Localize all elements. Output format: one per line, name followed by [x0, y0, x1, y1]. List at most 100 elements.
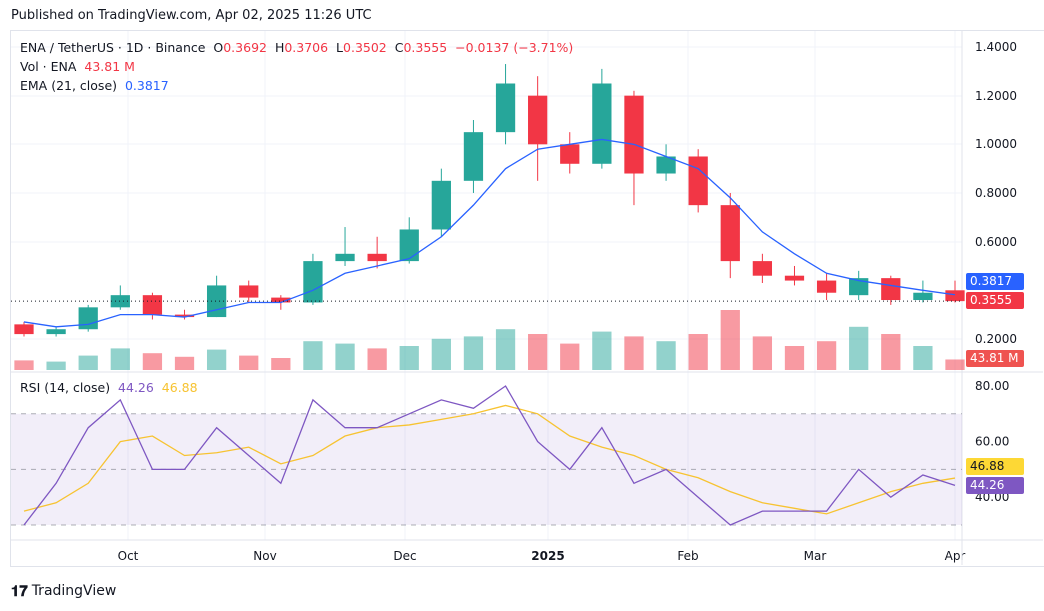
- candle-body: [239, 285, 259, 298]
- time-tick: Mar: [804, 549, 827, 563]
- candle-body: [656, 156, 676, 174]
- high-value: 0.3706: [284, 40, 329, 55]
- candle-body: [495, 83, 516, 133]
- volume-bar: [656, 341, 676, 370]
- volume-bar: [560, 343, 580, 370]
- volume-bar: [495, 329, 516, 370]
- volume-bar: [431, 338, 451, 370]
- time-tick: 2025: [531, 549, 564, 563]
- candle-body: [142, 295, 163, 315]
- tradingview-logo[interactable]: 𝟏𝟕 TradingView: [11, 582, 116, 600]
- time-tick: Apr: [945, 549, 966, 563]
- volume-bar: [528, 334, 548, 370]
- candle-body: [945, 290, 965, 302]
- candle-body: [431, 180, 451, 230]
- rsi-tick: 80.00: [975, 379, 1009, 393]
- candle-body: [174, 314, 195, 318]
- candle-body: [78, 307, 98, 330]
- open-value: 0.3692: [223, 40, 267, 55]
- volume-bar: [174, 356, 195, 370]
- time-tick: Oct: [118, 549, 139, 563]
- volume-badge: 43.81 M: [966, 350, 1024, 367]
- candle-body: [367, 253, 387, 262]
- volume-bar: [14, 360, 34, 370]
- volume-bar: [784, 346, 805, 370]
- open-label: O: [213, 40, 224, 55]
- candle-body: [816, 280, 837, 293]
- close-label: C: [394, 40, 404, 55]
- rsi-line: [23, 385, 956, 526]
- volume-label[interactable]: Vol · ENA: [20, 59, 77, 74]
- ema-value: 0.3817: [124, 78, 169, 93]
- candle-body: [560, 144, 580, 164]
- symbol-legend: ENA / TetherUS · 1D · Binance O0.3692 H0…: [20, 40, 573, 55]
- rsi-ma-value: 46.88: [161, 380, 198, 395]
- candle-body: [592, 83, 612, 164]
- low-label: L: [336, 40, 344, 55]
- low-value: 0.3502: [343, 40, 387, 55]
- brand-name: TradingView: [31, 583, 117, 599]
- ema-legend: EMA (21, close) 0.3817: [20, 78, 169, 93]
- volume-bar: [46, 361, 66, 370]
- volume-bar: [592, 331, 612, 370]
- candle-body: [399, 229, 419, 262]
- volume-bar: [239, 355, 259, 370]
- candle-body: [881, 278, 901, 301]
- volume-bar: [303, 341, 323, 370]
- chart-frame[interactable]: [10, 30, 1044, 567]
- volume-bar: [624, 336, 644, 370]
- candle-body: [335, 253, 355, 262]
- candle-body: [14, 324, 34, 335]
- close-value: 0.3555: [403, 40, 448, 55]
- volume-bar: [399, 346, 419, 370]
- rsi-legend: RSI (14, close) 44.26 46.88: [20, 380, 198, 395]
- rsi-ma-line: [23, 404, 956, 515]
- candle-body: [624, 95, 644, 174]
- tradingview-logo-icon: 𝟏𝟕: [11, 582, 28, 600]
- price-tick: 0.2000: [975, 332, 1017, 346]
- volume-bar: [881, 334, 901, 370]
- volume-bar: [142, 353, 163, 370]
- time-tick: Nov: [253, 549, 276, 563]
- ema-label[interactable]: EMA (21, close): [20, 78, 118, 93]
- price-tick: 1.2000: [975, 89, 1017, 103]
- volume-bar: [849, 326, 869, 370]
- rsi-tick: 60.00: [975, 435, 1009, 449]
- time-tick: Feb: [677, 549, 698, 563]
- price-tick: 0.6000: [975, 235, 1017, 249]
- rsi-ma-badge: 46.88: [966, 458, 1024, 475]
- rsi-label[interactable]: RSI (14, close): [20, 380, 111, 395]
- candle-body: [528, 95, 548, 145]
- volume-bar: [367, 348, 387, 370]
- volume-bar: [335, 343, 355, 370]
- candle-body: [46, 329, 66, 335]
- volume-bar: [110, 348, 130, 370]
- volume-bar: [945, 359, 965, 370]
- volume-bar: [816, 341, 837, 370]
- volume-bar: [78, 355, 98, 370]
- candle-body: [271, 297, 291, 303]
- price-tick: 0.8000: [975, 186, 1017, 200]
- volume-bar: [271, 358, 291, 370]
- volume-bar: [463, 336, 484, 370]
- volume-bar: [688, 334, 708, 370]
- candle-body: [303, 261, 323, 303]
- candle-body: [720, 205, 740, 262]
- volume-legend: Vol · ENA 43.81 M: [20, 59, 135, 74]
- published-note: Published on TradingView.com, Apr 02, 20…: [11, 8, 372, 23]
- price-tick: 1.4000: [975, 40, 1017, 54]
- symbol-name[interactable]: ENA / TetherUS · 1D · Binance: [20, 40, 206, 55]
- candle-body: [913, 292, 933, 301]
- candle-body: [752, 261, 773, 276]
- volume-bar: [206, 349, 227, 370]
- candle-body: [784, 275, 805, 281]
- time-tick: Dec: [393, 549, 416, 563]
- volume-bar: [752, 336, 773, 370]
- change-value: −0.0137 (−3.71%): [455, 40, 574, 55]
- volume-value: 43.81 M: [84, 59, 135, 74]
- ema-line: [23, 138, 956, 328]
- rsi-value: 44.26: [118, 380, 154, 395]
- ema-price-badge: 0.3817: [966, 273, 1024, 290]
- candle-body: [849, 278, 869, 296]
